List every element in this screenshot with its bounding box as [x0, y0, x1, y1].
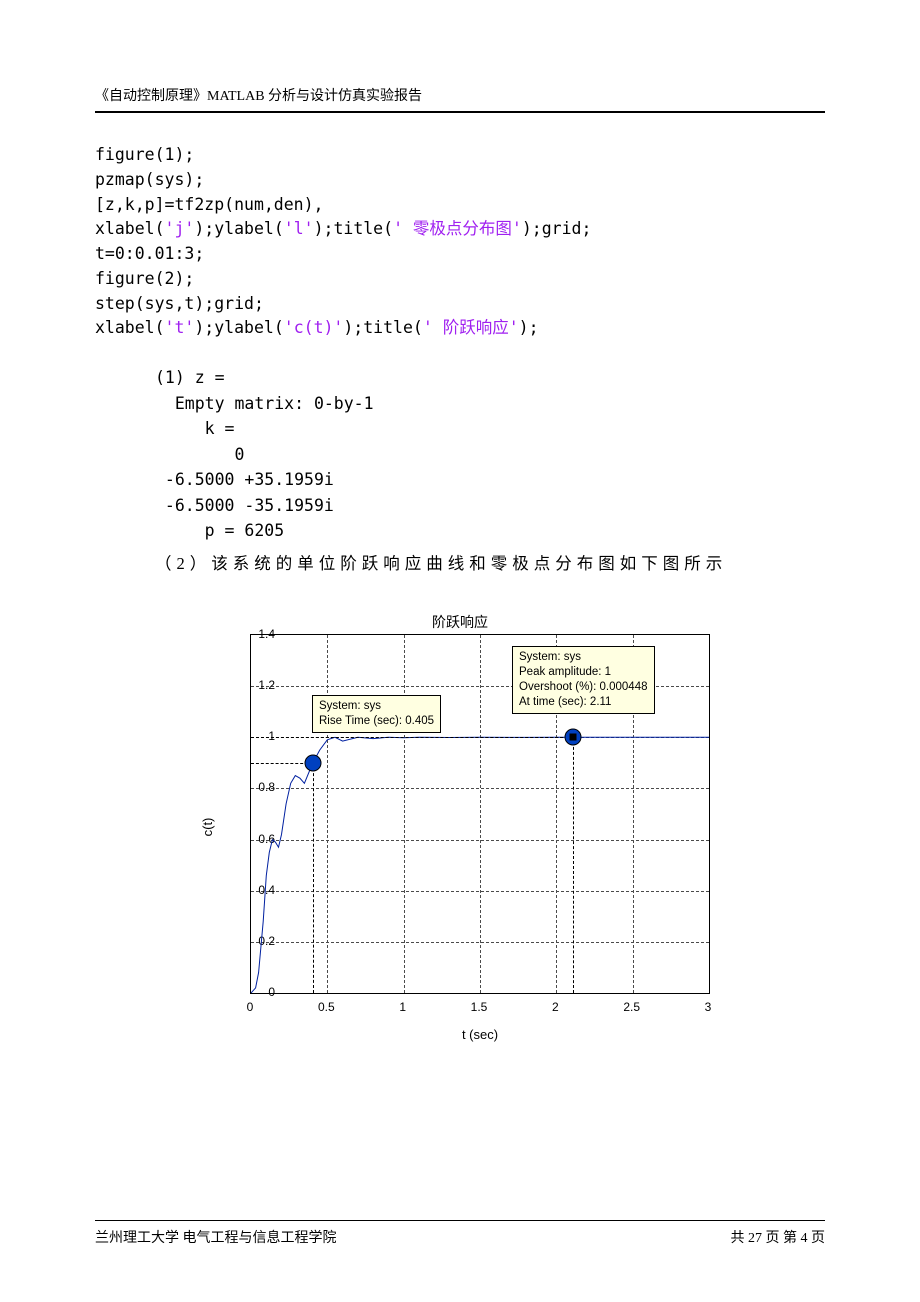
- figure-container: 阶跃响应 c(t) t (sec) 00.20.40.60.811.21.400…: [95, 612, 825, 1042]
- code-line: figure(1);: [95, 143, 825, 168]
- header-text: 《自动控制原理》MATLAB 分析与设计仿真实验报告: [95, 89, 422, 104]
- chart-ylabel: c(t): [200, 818, 215, 837]
- xtick-label: 1: [399, 1000, 406, 1014]
- code-text: );title(: [343, 318, 422, 337]
- result-heading: (1) z =: [155, 365, 825, 391]
- string-literal: 'c(t)': [284, 318, 344, 337]
- code-line: step(sys,t);grid;: [95, 292, 825, 317]
- result-line: p = 6205: [155, 518, 825, 544]
- marker-guide-horizontal: [251, 737, 573, 738]
- rise-time-datatip: System: sys Rise Time (sec): 0.405: [312, 695, 441, 733]
- result-line: k =: [155, 416, 825, 442]
- rise-time-marker: [304, 754, 321, 771]
- result-line: -6.5000 -35.1959i: [155, 493, 825, 519]
- document-page: 《自动控制原理》MATLAB 分析与设计仿真实验报告 figure(1);pzm…: [0, 0, 920, 1302]
- marker-guide-vertical: [313, 763, 314, 993]
- footer-right: 共 27 页 第 4 页: [731, 1227, 826, 1247]
- code-text: );ylabel(: [194, 318, 283, 337]
- result-line: Empty matrix: 0-by-1: [155, 391, 825, 417]
- page-header: 《自动控制原理》MATLAB 分析与设计仿真实验报告: [95, 85, 825, 113]
- matlab-output-block: (1) z = Empty matrix: 0-by-1 k = 0 -6.50…: [95, 365, 825, 544]
- string-literal: 'j': [165, 219, 195, 238]
- string-literal: 'l': [284, 219, 314, 238]
- code-line: pzmap(sys);: [95, 168, 825, 193]
- code-text: );: [519, 318, 539, 337]
- string-literal: ' 阶跃响应': [423, 318, 519, 337]
- code-text: xlabel(: [95, 318, 165, 337]
- string-literal: 't': [165, 318, 195, 337]
- code-line: xlabel('j');ylabel('l');title(' 零极点分布图')…: [95, 217, 825, 242]
- step-response-chart: 阶跃响应 c(t) t (sec) 00.20.40.60.811.21.400…: [180, 612, 740, 1042]
- code-text: xlabel(: [95, 219, 165, 238]
- code-line: t=0:0.01:3;: [95, 242, 825, 267]
- xtick-label: 2.5: [623, 1000, 640, 1014]
- code-line: figure(2);: [95, 267, 825, 292]
- matlab-code-block: figure(1);pzmap(sys);[z,k,p]=tf2zp(num,d…: [95, 143, 825, 341]
- page-footer: 兰州理工大学 电气工程与信息工程学院 共 27 页 第 4 页: [95, 1220, 825, 1247]
- xtick-label: 1.5: [471, 1000, 488, 1014]
- chart-xlabel: t (sec): [250, 1027, 710, 1042]
- footer-left: 兰州理工大学 电气工程与信息工程学院: [95, 1227, 337, 1247]
- string-literal: ' 零极点分布图': [393, 219, 522, 238]
- code-line: xlabel('t');ylabel('c(t)');title(' 阶跃响应'…: [95, 316, 825, 341]
- result-line: -6.5000 +35.1959i: [155, 467, 825, 493]
- result-line: 0: [155, 442, 825, 468]
- xtick-label: 2: [552, 1000, 559, 1014]
- xtick-label: 0: [247, 1000, 254, 1014]
- marker-guide-vertical: [573, 737, 574, 993]
- code-text: );title(: [314, 219, 393, 238]
- code-text: );grid;: [522, 219, 592, 238]
- xtick-label: 3: [705, 1000, 712, 1014]
- peak-datatip: System: sys Peak amplitude: 1 Overshoot …: [512, 646, 655, 714]
- figure-description: （2）该系统的单位阶跃响应曲线和零极点分布图如下图所示: [95, 550, 825, 574]
- code-text: );ylabel(: [194, 219, 283, 238]
- peak-marker-square: [570, 734, 577, 741]
- code-line: [z,k,p]=tf2zp(num,den),: [95, 193, 825, 218]
- xtick-label: 0.5: [318, 1000, 335, 1014]
